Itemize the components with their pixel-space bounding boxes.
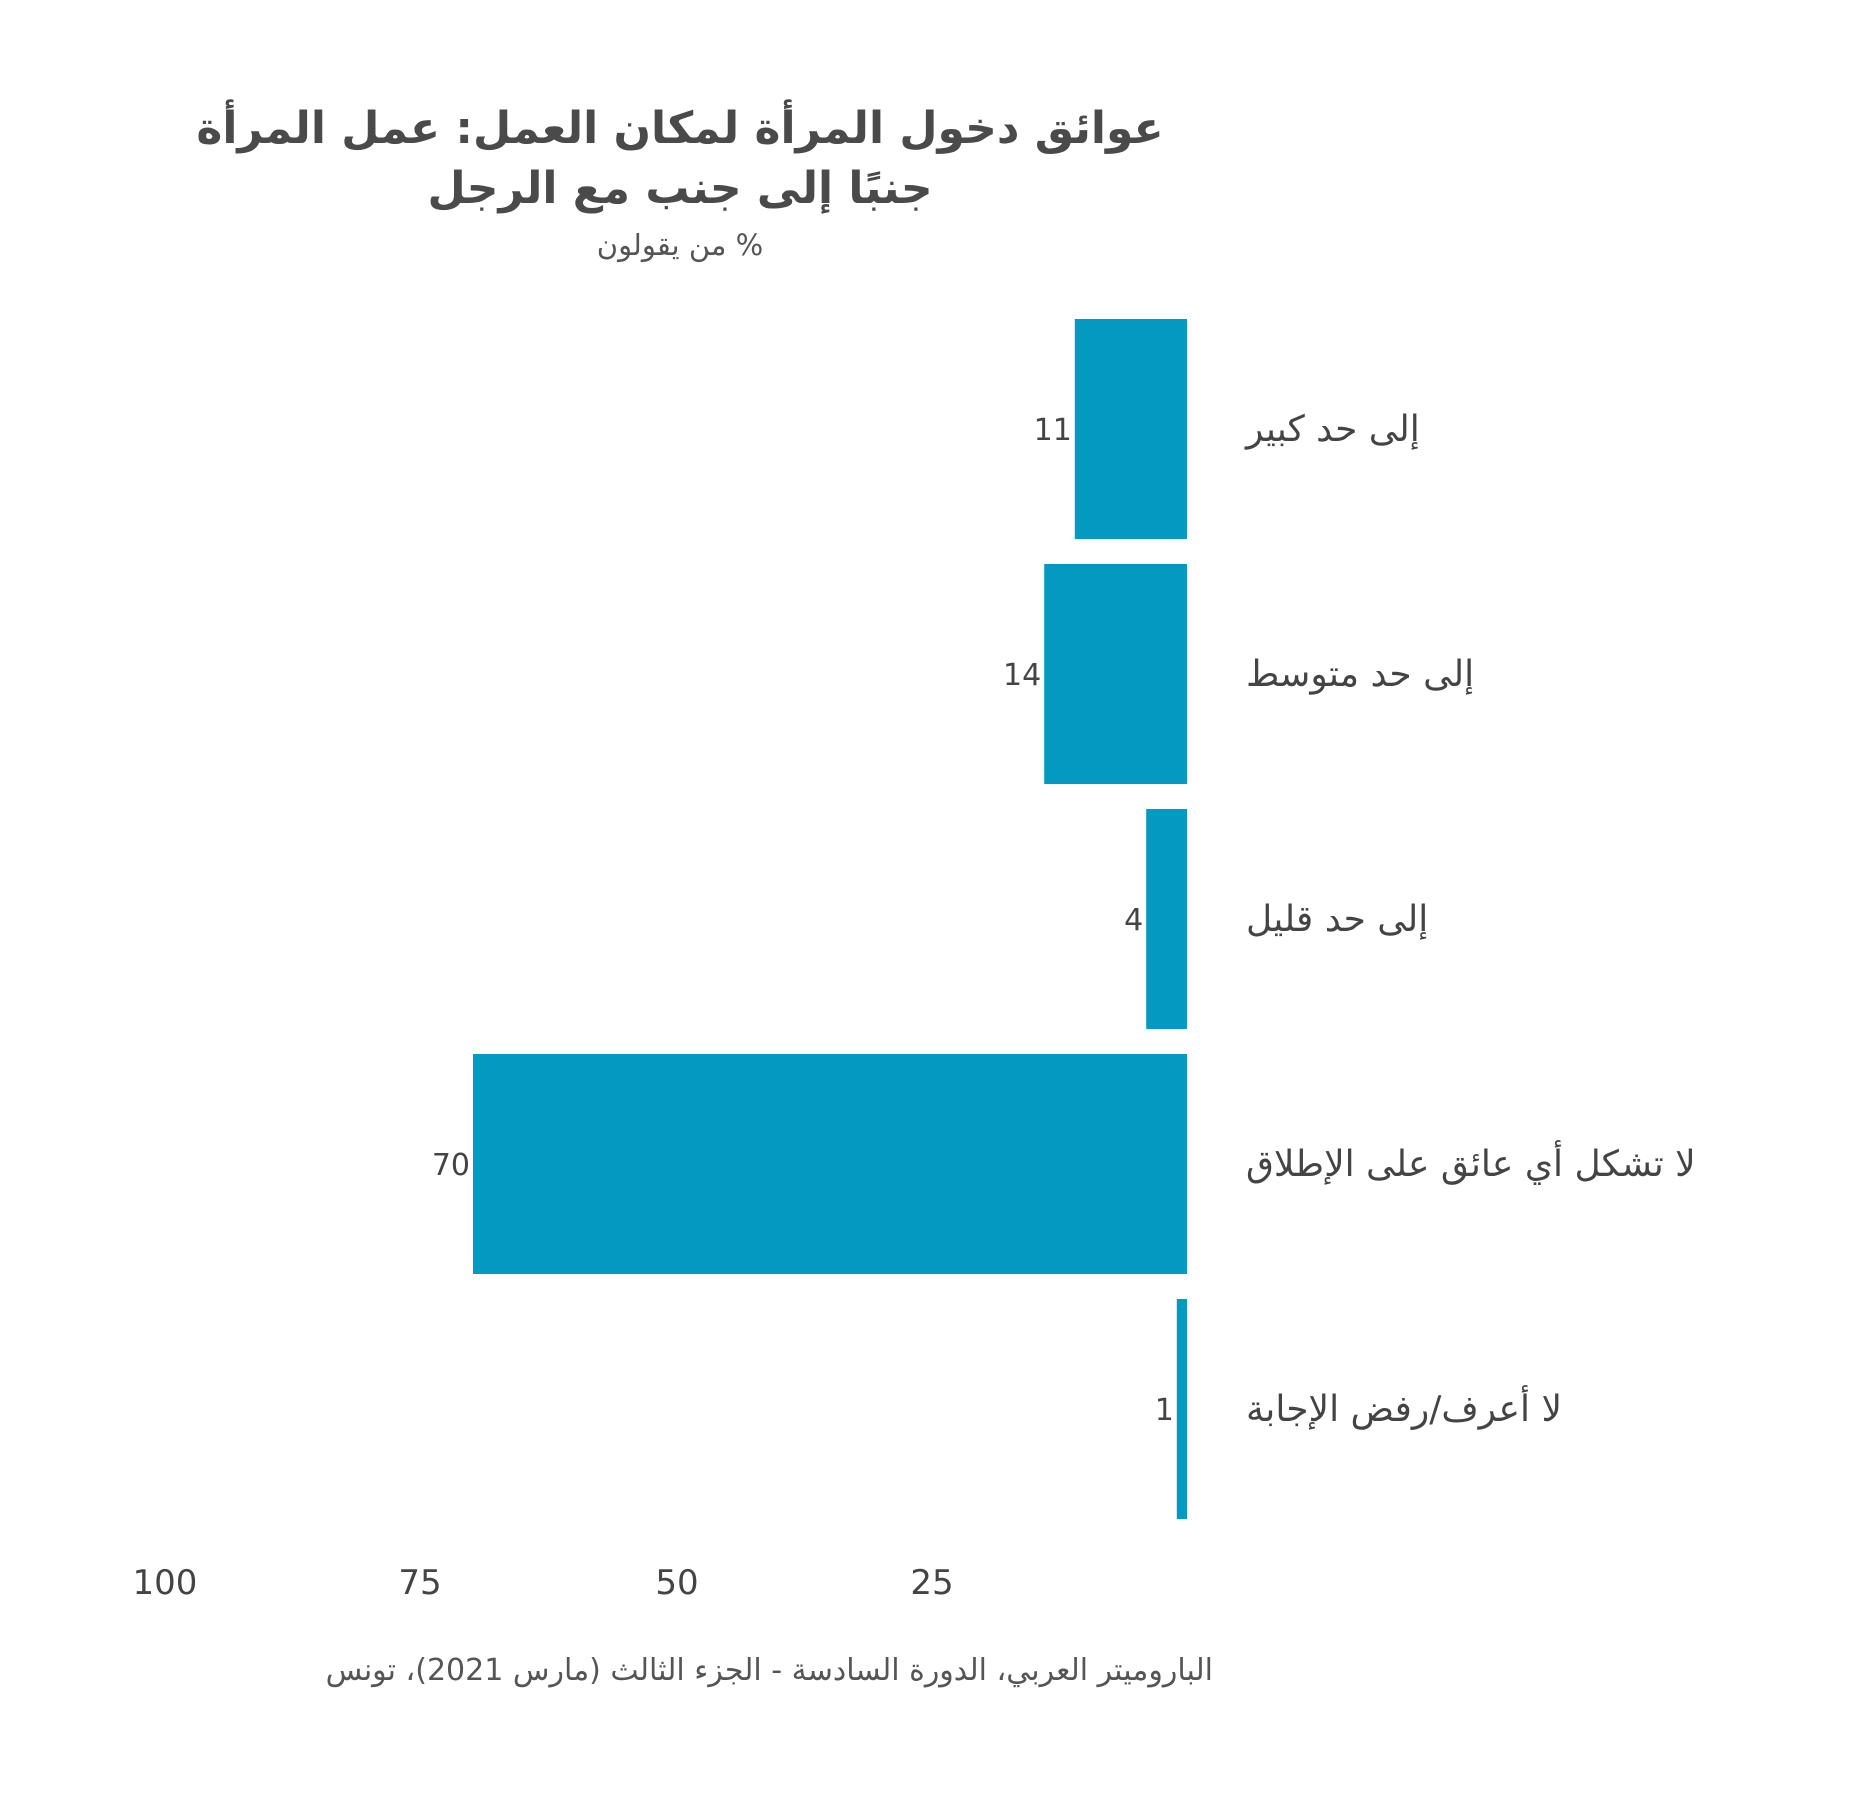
chart-subtitle: % من يقولون	[597, 228, 763, 262]
category-label-2: إلى حد متوسط	[1246, 654, 1474, 695]
x-tick-label-75: 75	[398, 1563, 441, 1603]
chart-title: عوائق دخول المرأة لمكان العمل: عمل المرأ…	[196, 99, 1163, 214]
category-label-4: لا تشكل أي عائق على الإطلاق	[1246, 1140, 1696, 1185]
x-tick-label-50: 50	[655, 1563, 698, 1603]
category-labels: إلى حد كبير إلى حد متوسط إلى حد قليل لا تشك…	[1244, 409, 1696, 1430]
value-label-3: 4	[1124, 903, 1143, 938]
value-label-5: 1	[1155, 1393, 1174, 1428]
value-label-4: 70	[432, 1148, 470, 1183]
x-tick-label-100: 100	[133, 1563, 198, 1603]
x-axis-ticks: 100 75 50 25	[133, 1563, 954, 1603]
bar-2	[1044, 564, 1187, 784]
bar-5	[1176, 1299, 1187, 1519]
chart-title-line-1: عوائق دخول المرأة لمكان العمل: عمل المرأ…	[196, 99, 1163, 154]
value-label-2: 14	[1003, 658, 1041, 693]
bar-3	[1146, 809, 1187, 1029]
chart-source-note: الباروميتر العربي، الدورة السادسة - الجز…	[326, 1653, 1213, 1688]
bars	[473, 319, 1187, 1519]
chart-title-line-2: جنبًا إلى جنب مع الرجل	[427, 163, 932, 214]
bar-4	[473, 1054, 1187, 1274]
category-label-1: إلى حد كبير	[1244, 409, 1420, 450]
category-label-5: لا أعرف/رفض الإجابة	[1246, 1385, 1562, 1430]
value-labels: 11 14 4 70 1	[432, 413, 1174, 1428]
bar-1	[1074, 319, 1187, 539]
value-label-1: 11	[1034, 413, 1072, 448]
x-tick-label-25: 25	[910, 1563, 953, 1603]
category-label-3: إلى حد قليل	[1246, 899, 1428, 940]
